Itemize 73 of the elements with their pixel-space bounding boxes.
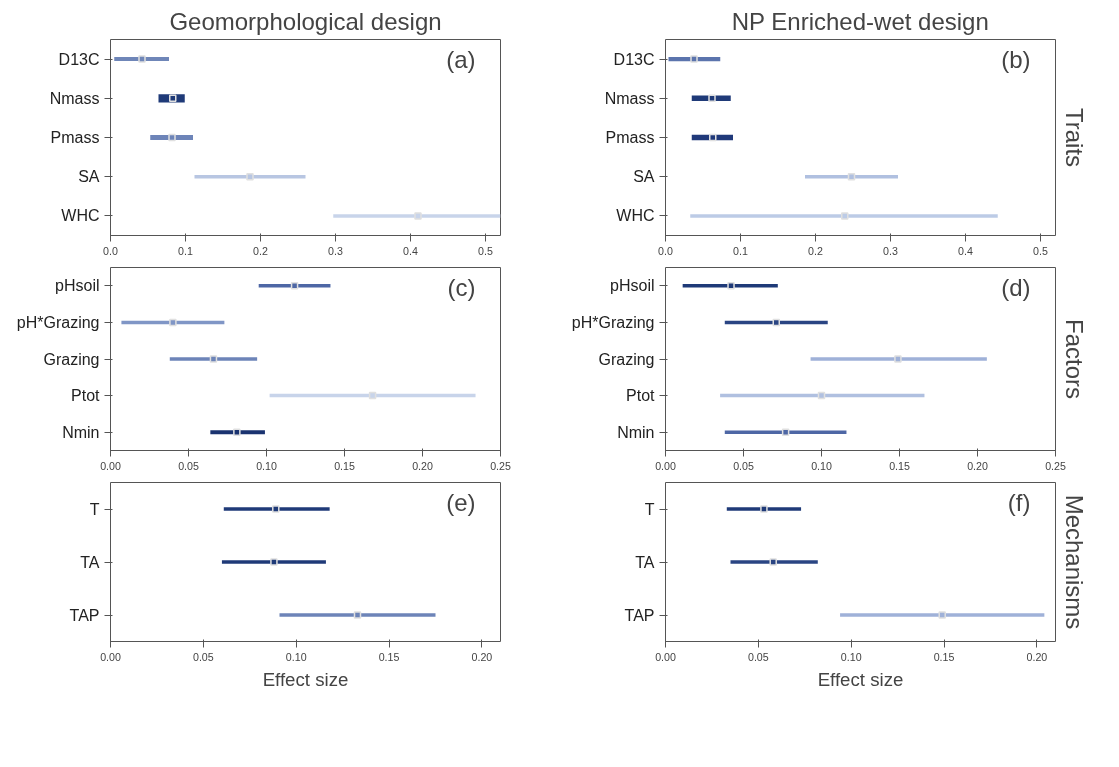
- y-tick-label: Grazing: [598, 350, 655, 368]
- x-tick-label: 0.10: [811, 459, 832, 472]
- y-tick-label: pH*Grazing: [16, 313, 100, 331]
- y-tick-label: D13C: [613, 50, 655, 68]
- y-tick-label: pHsoil: [610, 277, 655, 295]
- y-tick-label: SA: [78, 168, 100, 186]
- y-tick-label: Nmass: [604, 89, 655, 107]
- text: Factors: [1060, 318, 1088, 400]
- y-tick-label: Nmass: [49, 89, 100, 107]
- y-tick-label: TAP: [624, 606, 655, 624]
- x-tick-label: 0.00: [655, 650, 676, 663]
- x-tick-label: 0.1: [733, 244, 748, 257]
- text: Mechanisms: [1060, 494, 1088, 630]
- y-tick-label: TA: [635, 553, 655, 571]
- chart-title: Geomorphological design: [169, 7, 442, 35]
- x-tick-label: 0.20: [967, 459, 988, 472]
- x-tick-label: 0.25: [1045, 459, 1066, 472]
- y-tick-label: Nmin: [617, 423, 655, 441]
- y-tick-label: T: [644, 500, 655, 518]
- annotation: (e): [446, 488, 476, 516]
- text: Traits: [1060, 107, 1088, 168]
- y-tick-label: Ptot: [626, 387, 656, 405]
- x-tick-label: 0.00: [655, 459, 676, 472]
- x-tick-label: 0.25: [490, 459, 511, 472]
- y-tick-label: WHC: [616, 207, 655, 225]
- chart-title: NP Enriched-wet design: [731, 7, 989, 35]
- x-tick-label: 0.1: [178, 244, 193, 257]
- x-tick-label: 0.2: [808, 244, 823, 257]
- x-tick-label: 0.3: [328, 244, 343, 257]
- x-tick-label: 0.0: [658, 244, 673, 257]
- y-tick-label: Pmass: [605, 129, 655, 146]
- y-tick-label: T: [89, 500, 100, 518]
- x-tick-label: 0.05: [192, 650, 214, 663]
- y-tick-label: Pmass: [50, 129, 100, 146]
- x-tick-label: 0.15: [933, 650, 955, 663]
- x-tick-label: 0.05: [733, 459, 754, 472]
- x-tick-label: 0.4: [958, 244, 973, 257]
- y-tick-label: TA: [80, 553, 100, 571]
- y-tick-label: Nmin: [62, 423, 100, 441]
- x-tick-label: 0.20: [412, 459, 433, 472]
- y-tick-label: WHC: [61, 207, 100, 225]
- x-tick-label: 0.00: [100, 650, 121, 663]
- y-tick-label: pH*Grazing: [571, 313, 655, 331]
- annotation: (b): [1001, 45, 1031, 73]
- x-tick-label: 0.3: [883, 244, 898, 257]
- annotation: (c): [447, 273, 476, 301]
- x-tick-label: 0.5: [1033, 244, 1048, 257]
- annotation: (d): [1001, 273, 1031, 301]
- x-tick-label: 0.05: [178, 459, 199, 472]
- x-tick-label: 0.00: [100, 459, 121, 472]
- x-tick-label: 0.2: [253, 244, 268, 257]
- y-tick-label: D13C: [58, 50, 100, 68]
- x-axis-title: Effect size: [262, 668, 349, 690]
- y-tick-label: Grazing: [43, 350, 100, 368]
- x-tick-label: 0.4: [403, 244, 418, 257]
- x-tick-label: 0.10: [840, 650, 862, 663]
- y-tick-label: TAP: [69, 606, 100, 624]
- x-tick-label: 0.20: [1026, 650, 1048, 663]
- x-tick-label: 0.0: [103, 244, 118, 257]
- x-tick-label: 0.20: [471, 650, 493, 663]
- x-tick-label: 0.15: [889, 459, 910, 472]
- annotation: (a): [446, 45, 476, 73]
- annotation: (f): [1007, 488, 1031, 516]
- x-axis-title: Effect size: [817, 668, 904, 690]
- y-tick-label: Ptot: [71, 387, 101, 405]
- y-tick-label: pHsoil: [55, 277, 100, 295]
- x-tick-label: 0.10: [256, 459, 277, 472]
- x-tick-label: 0.10: [285, 650, 307, 663]
- y-tick-label: SA: [633, 168, 655, 186]
- x-tick-label: 0.15: [334, 459, 355, 472]
- x-tick-label: 0.15: [378, 650, 400, 663]
- x-tick-label: 0.5: [478, 244, 493, 257]
- x-tick-label: 0.05: [747, 650, 769, 663]
